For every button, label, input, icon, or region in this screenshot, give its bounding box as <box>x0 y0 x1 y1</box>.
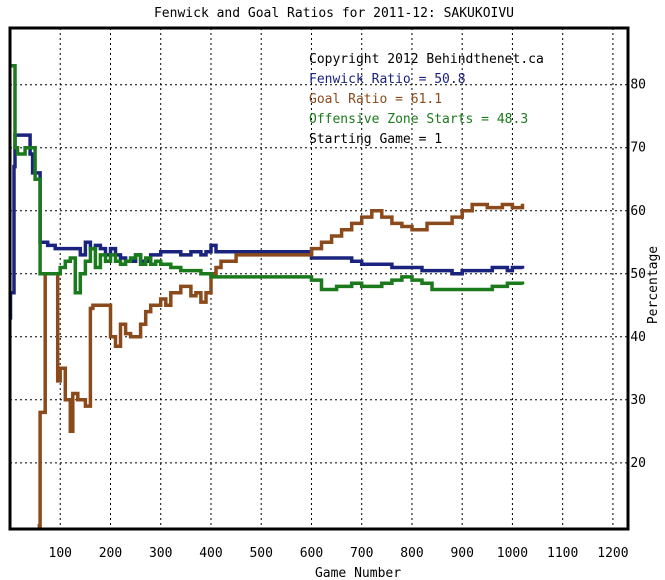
chart-title: Fenwick and Goal Ratios for 2011-12: SAK… <box>154 6 514 21</box>
annotation-3: Offensive Zone Starts = 48.3 <box>309 112 528 127</box>
series-line-2 <box>10 64 525 295</box>
y-tick-label: 30 <box>630 393 646 408</box>
x-tick-label: 600 <box>300 546 323 561</box>
x-tick-label: 500 <box>249 546 272 561</box>
y-tick-label: 40 <box>630 330 646 345</box>
x-tick-label: 300 <box>149 546 172 561</box>
annotation-2: Goal Ratio = 61.1 <box>309 92 442 107</box>
annotation-1: Fenwick Ratio = 50.8 <box>309 72 466 87</box>
series-lines <box>10 64 525 528</box>
x-tick-label: 400 <box>199 546 222 561</box>
y-tick-label: 70 <box>630 141 646 156</box>
legend-annotations: Copyright 2012 Behindthenet.ca Fenwick Ra… <box>309 52 544 147</box>
x-tick-label: 1000 <box>497 546 528 561</box>
y-tick-label: 80 <box>630 78 646 93</box>
y-tick-label: 50 <box>630 267 646 282</box>
x-tick-label: 800 <box>400 546 423 561</box>
annotation-0: Copyright 2012 Behindthenet.ca <box>309 52 544 67</box>
x-axis-label: Game Number <box>315 566 401 580</box>
x-tick-label: 200 <box>99 546 122 561</box>
x-tick-label: 1100 <box>547 546 578 561</box>
annotation-4: Starting Game = 1 <box>309 132 442 147</box>
x-axis-ticks: 100 200 300 400 500 600 700 800 900 1000 1100 1200 <box>49 546 629 561</box>
y-tick-label: 60 <box>630 204 646 219</box>
y-axis-label: Percentage <box>646 246 661 324</box>
x-tick-label: 1200 <box>597 546 628 561</box>
series-line-1 <box>37 202 525 528</box>
x-tick-label: 700 <box>350 546 373 561</box>
y-tick-label: 20 <box>630 456 646 471</box>
plot-frame <box>8 26 630 531</box>
x-tick-label: 100 <box>49 546 72 561</box>
series-line-0 <box>10 133 525 320</box>
y-axis-ticks: 20 30 40 50 60 70 80 <box>630 78 646 471</box>
x-tick-label: 900 <box>450 546 473 561</box>
